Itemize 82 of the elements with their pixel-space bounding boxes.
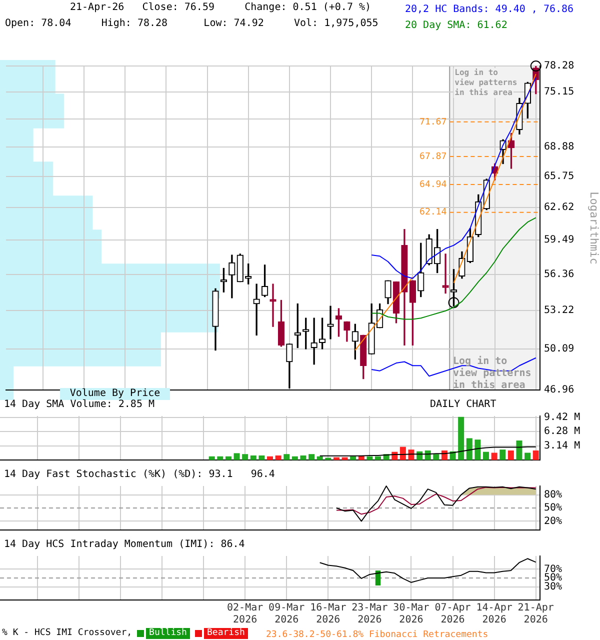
- y-tick-label: 50%: [544, 502, 562, 514]
- y-tick-label: 53.22: [544, 305, 574, 316]
- y-tick-label: 9.42 M: [544, 412, 580, 423]
- bar: [375, 456, 381, 460]
- candlestick: [310, 318, 318, 365]
- bar: [208, 456, 215, 460]
- x-tick-label: 07-Apr 2026: [434, 602, 471, 626]
- y-tick-label: 20%: [544, 516, 562, 527]
- x-tick-label: 02-Mar 2026: [227, 602, 264, 626]
- legend-label: Bearish: [204, 628, 248, 639]
- bar: [366, 456, 373, 460]
- y-tick-label: 62.62: [544, 202, 574, 214]
- bar: [474, 440, 481, 460]
- bar: [292, 456, 298, 460]
- candlestick: [442, 254, 449, 294]
- bar: [225, 456, 232, 460]
- bar: [242, 454, 248, 460]
- candlestick: [270, 284, 276, 327]
- text: 23.6-38.2-50-61.8% Fibonacci Retracements: [266, 629, 488, 640]
- ref-line-label: 62.14: [420, 208, 447, 218]
- bar: [483, 452, 489, 460]
- chart-title: 14 Day HCS Intraday Momentum (IMI): 86.4: [4, 539, 245, 551]
- bar: [217, 456, 224, 460]
- legend-title: % K - HCS IMI Crossover,: [2, 628, 132, 639]
- bar: [275, 455, 282, 460]
- bar: [333, 457, 340, 460]
- y-tick-label: 78.28: [544, 60, 574, 72]
- text: Volume By Price: [60, 388, 170, 400]
- candlestick: [327, 306, 334, 340]
- ref-line-label: 64.94: [420, 180, 447, 190]
- y-tick-label: 50.09: [544, 344, 574, 355]
- y-tick-label: 56.36: [544, 268, 574, 280]
- y-tick-label: 65.75: [544, 171, 574, 182]
- ref-line-label: 67.87: [420, 152, 447, 162]
- chart-subtitle: Open: 78.04 High: 78.28 Low: 74.92 Vol: 1,975,055: [5, 18, 378, 30]
- bar: [466, 438, 472, 460]
- bar: [532, 450, 539, 460]
- x-tick-label: 16-Mar 2026: [310, 602, 346, 626]
- bar: [408, 450, 414, 460]
- y-tick-label: 75.15: [544, 86, 574, 98]
- candlestick: [253, 284, 260, 336]
- bar: [500, 450, 506, 460]
- chart-title: 14 Day Fast Stochastic (%K) (%D): 93.1 96.4: [4, 469, 275, 481]
- bar: [433, 454, 440, 460]
- bar: [400, 446, 406, 460]
- bar: [284, 454, 290, 460]
- x-tick-label: 14-Apr 2026: [476, 602, 512, 626]
- y-tick-label: 6.28 M: [544, 426, 580, 438]
- bar: [308, 454, 315, 460]
- band-label: Log in to view patterns in this area: [453, 356, 532, 392]
- bar: [316, 456, 323, 460]
- chart-title: 14 Day SMA Volume: 2.85 M: [4, 399, 155, 411]
- bar: [516, 440, 522, 460]
- text: 20,2 HC Bands: 49.40 , 76.86: [405, 3, 574, 17]
- legend-label: Bullish: [146, 628, 190, 639]
- y-tick-label: 46.96: [544, 384, 574, 396]
- y-tick-label: 3.14 M: [544, 440, 580, 452]
- x-tick-label: 21-Apr 2026: [518, 602, 554, 626]
- bar: [458, 416, 464, 460]
- y-tick-label: 30%: [544, 581, 562, 592]
- bar: [267, 456, 273, 460]
- text: DAILY CHART: [430, 399, 496, 411]
- bar: [250, 455, 256, 460]
- bar: [524, 452, 531, 460]
- bar: [258, 455, 265, 460]
- text: 20 Day SMA: 61.62: [405, 19, 508, 33]
- x-tick-label: 30-Mar 2026: [393, 602, 430, 626]
- x-tick-label: 09-Mar 2026: [268, 602, 305, 626]
- bar: [234, 453, 240, 460]
- y-tick-label: 68.88: [544, 142, 574, 153]
- chart-title: 21-Apr-26 Close: 76.59 Change: 0.51 (+0.7 %): [70, 2, 372, 14]
- bar: [491, 452, 498, 460]
- y-axis-title: Logarithmic: [588, 192, 600, 264]
- y-tick-label: 80%: [544, 489, 562, 500]
- x-tick-label: 23-Mar 2026: [352, 602, 388, 626]
- ref-line-label: 71.67: [420, 117, 447, 128]
- bar: [342, 457, 348, 460]
- annotation: Log in to view patterns in this area: [454, 68, 518, 98]
- y-tick-label: 59.49: [544, 234, 574, 246]
- bar: [508, 450, 514, 460]
- bar: [350, 456, 356, 460]
- bar: [300, 455, 306, 460]
